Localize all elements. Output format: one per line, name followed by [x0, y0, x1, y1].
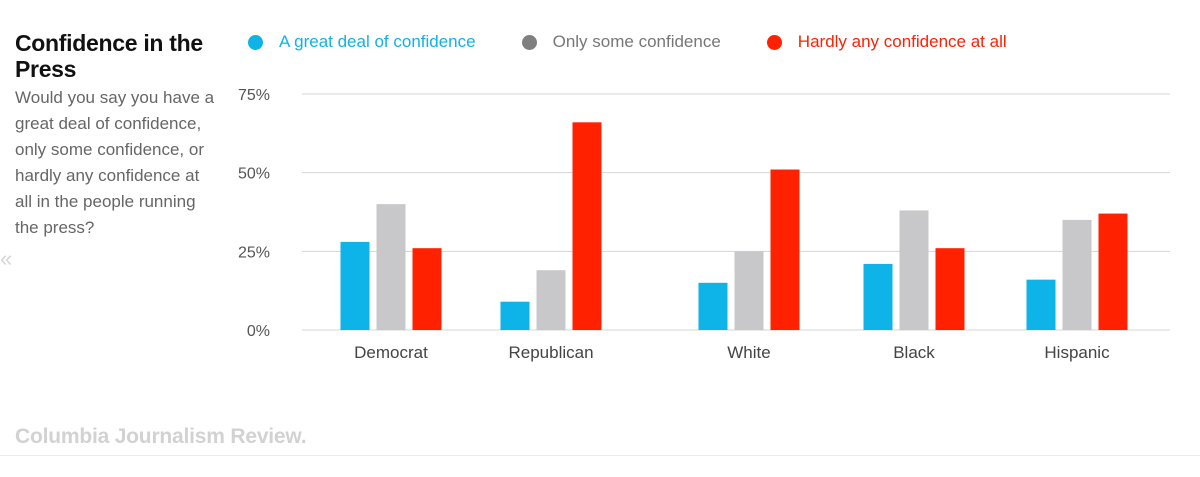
legend-item-hardly-any: Hardly any confidence at all: [766, 32, 1007, 52]
legend-dot-only-some: [521, 34, 537, 50]
chart-title: Confidence in the Press: [15, 30, 203, 82]
bar-hardly-any-democrat[interactable]: [412, 248, 442, 330]
x-category-label: Republican: [508, 343, 593, 362]
y-tick-label: 75%: [238, 87, 270, 104]
bar-only-some-white[interactable]: [734, 251, 764, 330]
bar-hardly-any-white[interactable]: [770, 169, 800, 330]
x-category-label: White: [727, 343, 770, 362]
bar-hardly-any-black[interactable]: [935, 248, 965, 330]
bar-hardly-any-republican[interactable]: [572, 122, 602, 330]
bar-only-some-hispanic[interactable]: [1062, 219, 1092, 330]
legend-item-great-deal: A great deal of confidence: [248, 32, 476, 52]
chevron-left-icon[interactable]: «: [0, 246, 13, 271]
y-tick-label: 50%: [238, 166, 270, 183]
x-category-label: Democrat: [354, 343, 428, 362]
chart-legend: A great deal of confidence Only some con…: [248, 30, 1007, 54]
y-tick-label: 25%: [238, 244, 270, 261]
brand-logo: Columbia Journalism Review.: [15, 425, 307, 448]
bar-great-deal-democrat[interactable]: [340, 241, 370, 330]
bar-great-deal-black[interactable]: [863, 263, 893, 330]
y-tick-label: 0%: [247, 323, 270, 340]
bar-great-deal-hispanic[interactable]: [1026, 279, 1056, 330]
legend-dot-great-deal: [248, 34, 263, 50]
legend-label-hardly-any: Hardly any confidence at all: [797, 32, 1007, 51]
legend-label-only-some: Only some confidence: [552, 32, 721, 51]
legend-label-great-deal: A great deal of confidence: [279, 32, 476, 51]
bar-great-deal-republican[interactable]: [500, 301, 530, 330]
bar-only-some-democrat[interactable]: [376, 204, 406, 330]
legend-dot-hardly-any: [766, 34, 782, 50]
legend-item-only-some: Only some confidence: [521, 32, 721, 52]
bar-hardly-any-hispanic[interactable]: [1098, 213, 1128, 330]
x-category-label: Black: [893, 343, 935, 362]
x-category-label: Hispanic: [1044, 343, 1110, 362]
bar-only-some-republican[interactable]: [536, 270, 566, 330]
chart-question: Would you say you have a great deal of c…: [15, 88, 215, 237]
bar-only-some-black[interactable]: [899, 210, 929, 330]
footer-divider: [0, 455, 1200, 456]
bar-great-deal-white[interactable]: [698, 282, 728, 330]
